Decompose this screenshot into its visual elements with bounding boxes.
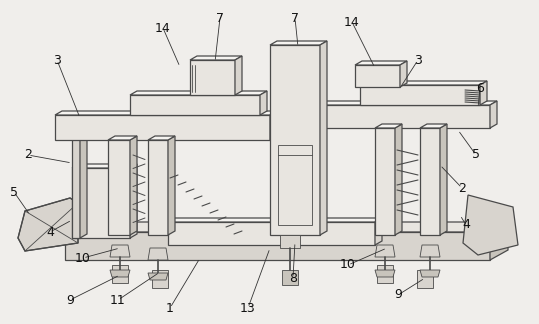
- Polygon shape: [148, 136, 175, 140]
- Text: 13: 13: [240, 302, 256, 315]
- Polygon shape: [395, 124, 402, 235]
- Polygon shape: [270, 41, 327, 45]
- Polygon shape: [108, 140, 130, 235]
- Polygon shape: [310, 105, 490, 128]
- Polygon shape: [440, 124, 447, 235]
- Text: 9: 9: [66, 294, 74, 307]
- Text: 5: 5: [472, 148, 480, 161]
- Text: 9: 9: [394, 288, 402, 302]
- Polygon shape: [130, 91, 267, 95]
- Polygon shape: [270, 45, 320, 235]
- Polygon shape: [72, 126, 87, 130]
- Bar: [152, 270, 168, 288]
- Polygon shape: [420, 124, 447, 128]
- Polygon shape: [148, 248, 168, 260]
- Polygon shape: [130, 136, 137, 235]
- Polygon shape: [108, 136, 137, 140]
- Polygon shape: [110, 270, 130, 277]
- Polygon shape: [375, 218, 382, 245]
- Polygon shape: [190, 60, 235, 95]
- Polygon shape: [80, 126, 87, 238]
- Text: 7: 7: [291, 11, 299, 25]
- Polygon shape: [360, 81, 487, 85]
- Polygon shape: [110, 245, 130, 257]
- Polygon shape: [168, 136, 175, 235]
- Text: 8: 8: [289, 272, 297, 284]
- Bar: [112, 265, 128, 283]
- Text: 4: 4: [462, 218, 470, 232]
- Polygon shape: [55, 115, 270, 140]
- Text: 2: 2: [458, 181, 466, 194]
- Text: 3: 3: [414, 53, 422, 66]
- Text: 11: 11: [110, 294, 126, 307]
- Polygon shape: [72, 168, 130, 238]
- Text: 3: 3: [53, 53, 61, 66]
- Text: 4: 4: [46, 226, 54, 238]
- Polygon shape: [375, 124, 402, 128]
- Polygon shape: [148, 140, 168, 235]
- Polygon shape: [235, 56, 242, 95]
- Polygon shape: [168, 222, 375, 245]
- Polygon shape: [375, 270, 395, 277]
- Polygon shape: [420, 270, 440, 277]
- Polygon shape: [355, 65, 400, 87]
- Text: 10: 10: [75, 251, 91, 264]
- Polygon shape: [280, 235, 300, 248]
- Text: 5: 5: [10, 186, 18, 199]
- Text: 10: 10: [340, 259, 356, 272]
- Text: 14: 14: [344, 16, 360, 29]
- Polygon shape: [18, 198, 78, 251]
- Polygon shape: [480, 81, 487, 105]
- Polygon shape: [463, 195, 518, 255]
- Polygon shape: [490, 222, 508, 260]
- Text: 7: 7: [216, 11, 224, 25]
- Polygon shape: [355, 61, 407, 65]
- Polygon shape: [65, 222, 508, 232]
- Text: 14: 14: [155, 21, 171, 34]
- Text: 2: 2: [24, 148, 32, 161]
- Text: 1: 1: [166, 302, 174, 315]
- Polygon shape: [65, 232, 490, 260]
- Polygon shape: [375, 245, 395, 257]
- Polygon shape: [360, 85, 480, 105]
- Bar: [417, 270, 433, 288]
- Polygon shape: [260, 91, 267, 115]
- Bar: [377, 265, 393, 283]
- Text: 6: 6: [476, 82, 484, 95]
- Polygon shape: [130, 164, 137, 238]
- Polygon shape: [490, 101, 497, 128]
- Polygon shape: [148, 273, 168, 280]
- Polygon shape: [310, 101, 497, 105]
- Polygon shape: [55, 111, 277, 115]
- Polygon shape: [72, 130, 80, 238]
- Polygon shape: [72, 164, 137, 168]
- Polygon shape: [420, 245, 440, 257]
- Polygon shape: [375, 128, 395, 235]
- Polygon shape: [168, 218, 382, 222]
- Polygon shape: [270, 111, 277, 140]
- Polygon shape: [400, 61, 407, 87]
- Polygon shape: [420, 128, 440, 235]
- Polygon shape: [130, 95, 260, 115]
- Bar: [282, 270, 298, 285]
- Polygon shape: [190, 56, 242, 60]
- Polygon shape: [320, 41, 327, 235]
